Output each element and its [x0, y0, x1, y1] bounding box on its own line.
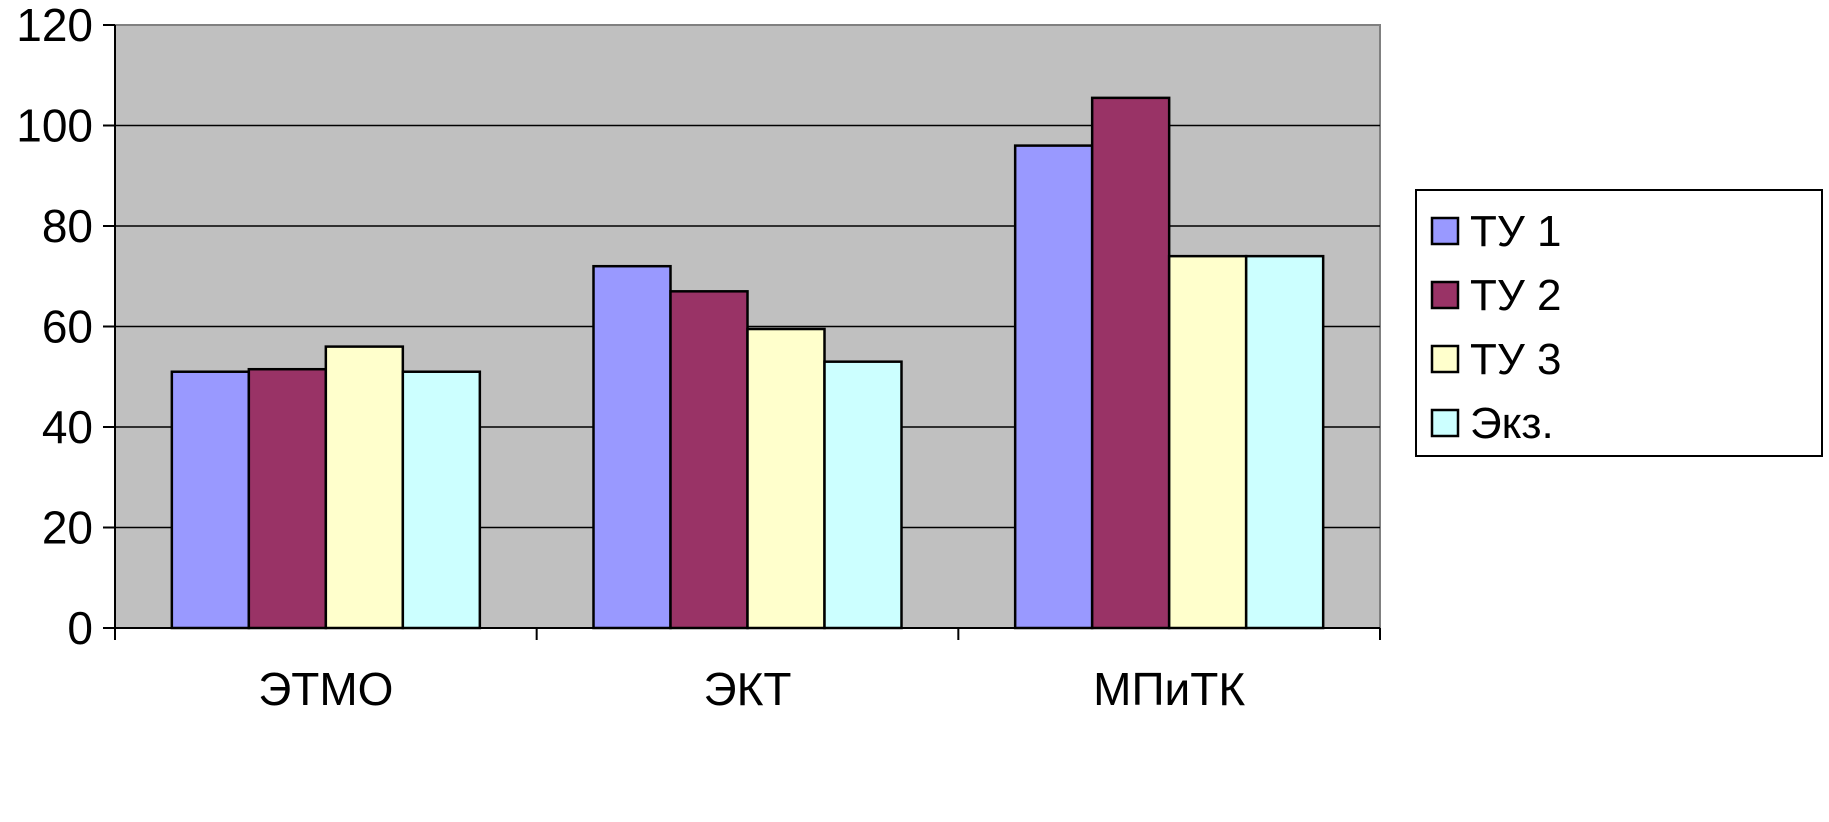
y-tick-label: 120 [16, 0, 93, 51]
legend-label: ТУ 2 [1470, 271, 1562, 320]
legend-label: ТУ 1 [1470, 207, 1562, 256]
bar-2-2 [669, 290, 749, 630]
y-tick-label: 20 [42, 502, 93, 554]
bar-2-3 [1090, 96, 1171, 630]
legend [1415, 189, 1823, 457]
bar-1-3 [1013, 144, 1094, 630]
bar-2-1 [247, 367, 328, 630]
y-tick-label: 0 [67, 602, 93, 654]
legend-label: Экз. [1470, 399, 1554, 448]
bar-1-2 [592, 264, 672, 630]
bar-3-3 [1167, 254, 1248, 630]
x-category-label: ЭКТ [704, 663, 792, 715]
y-tick-label: 60 [42, 301, 93, 353]
x-category-label: ЭТМО [258, 663, 393, 715]
bar-3-2 [746, 327, 826, 630]
bar-3-1 [324, 345, 405, 630]
y-tick-label: 100 [16, 100, 93, 152]
y-tick-label: 80 [42, 200, 93, 252]
legend-swatch [1430, 344, 1460, 374]
legend-swatch [1430, 216, 1460, 246]
bar-1-1 [170, 370, 251, 630]
legend-label: ТУ 3 [1470, 335, 1562, 384]
bar-4-2 [823, 360, 903, 630]
bar-4-1 [401, 370, 482, 630]
bar-4-3 [1244, 254, 1325, 630]
x-category-label: МПиТК [1093, 663, 1245, 715]
legend-swatch [1430, 408, 1460, 438]
y-tick-label: 40 [42, 401, 93, 453]
legend-swatch [1430, 280, 1460, 310]
